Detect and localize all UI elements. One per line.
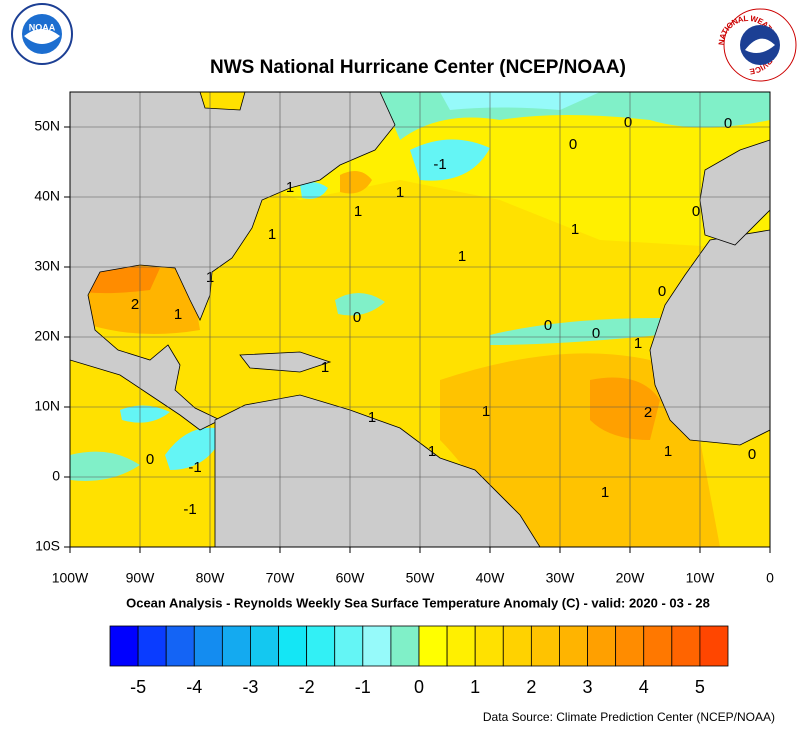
colorbar-label: 3 (583, 677, 593, 697)
y-tick-label: 10N (34, 398, 60, 414)
colorbar-label: -2 (299, 677, 315, 697)
colorbar-box (530, 625, 560, 667)
y-tick-label: 0 (52, 468, 60, 484)
x-tick-label: 10W (686, 570, 716, 586)
colorbar-label: 4 (639, 677, 649, 697)
colorbar-label: -4 (186, 677, 202, 697)
colorbar-box (699, 625, 729, 667)
map-frame (69, 91, 771, 548)
contour-label: 1 (458, 248, 466, 265)
colorbar-box (671, 625, 701, 667)
land (70, 92, 770, 547)
contour-label: 1 (601, 484, 609, 501)
contour-label: 0 (592, 325, 600, 342)
contour-label: 1 (396, 184, 404, 201)
contour-label: 1 (482, 403, 490, 420)
colorbar-box (221, 625, 251, 667)
contour-label: 1 (571, 221, 579, 238)
colorbar-box (446, 625, 476, 667)
colorbar-label: 5 (695, 677, 705, 697)
y-tick-label: 50N (34, 118, 60, 134)
colorbar-label: 2 (526, 677, 536, 697)
contour-label: 1 (368, 409, 376, 426)
title: NWS National Hurricane Center (NCEP/NOAA… (210, 57, 626, 78)
x-tick-label: 80W (196, 570, 226, 586)
colorbar-label: -1 (355, 677, 371, 697)
contour-label: -1 (183, 501, 196, 518)
colorbar-box (502, 625, 532, 667)
colorbar-box (193, 625, 223, 667)
contour-label: 1 (634, 335, 642, 352)
y-tick-label: 40N (34, 188, 60, 204)
contour-label: 1 (428, 443, 436, 460)
colorbar-box (165, 625, 195, 667)
contour-label: 1 (321, 359, 329, 376)
x-tick-label: 90W (126, 570, 156, 586)
x-tick-label: 50W (406, 570, 436, 586)
contour-label: 0 (748, 446, 756, 463)
contour-label: 0 (658, 283, 666, 300)
contour-label: 0 (353, 309, 361, 326)
contour-label: 0 (146, 451, 154, 468)
colorbar-box (250, 625, 279, 667)
source: Data Source: Climate Prediction Center (… (483, 710, 775, 724)
x-tick-label: 20W (616, 570, 646, 586)
contour-label: 1 (268, 226, 276, 243)
colorbar-box (615, 625, 645, 667)
contour-label: 0 (724, 115, 732, 132)
contour-label: -1 (188, 459, 201, 476)
subtitle: Ocean Analysis - Reynolds Weekly Sea Sur… (126, 595, 710, 610)
contour-label: 1 (286, 179, 294, 196)
contour-label: 0 (544, 317, 552, 334)
x-tick-label: 70W (266, 570, 296, 586)
contour-label: 2 (644, 404, 652, 421)
contour-label: -1 (433, 156, 446, 173)
contour-label: 0 (569, 136, 577, 153)
contour-label: 0 (624, 114, 632, 131)
noaa-logo: NOAA (11, 3, 73, 65)
colorbar-label: 0 (414, 677, 424, 697)
colorbar: -5 -4 -3 -2 -1 0 1 2 3 4 5 (109, 625, 729, 697)
colorbar-box (137, 625, 167, 667)
contour-label: 0 (692, 203, 700, 220)
nws-logo: NATIONAL WEATHER SERVICE (717, 8, 797, 82)
colorbar-label: -5 (130, 677, 146, 697)
colorbar-box (587, 625, 617, 667)
colorbar-label: -3 (242, 677, 258, 697)
colorbar-box (643, 625, 673, 667)
contour-label: 2 (131, 296, 139, 313)
contour-label: 1 (174, 306, 182, 323)
colorbar-box (474, 625, 504, 667)
x-tick-label: 0 (766, 570, 774, 586)
y-tick-label: 20N (34, 328, 60, 344)
colorbar-box (559, 625, 588, 667)
contour-label: 1 (354, 203, 362, 220)
colorbar-box (306, 625, 336, 667)
y-tick-label: 10S (35, 538, 60, 554)
y-tick-label: 30N (34, 258, 60, 274)
colorbar-box (418, 625, 448, 667)
colorbar-label: 1 (470, 677, 480, 697)
colorbar-box (390, 625, 420, 667)
colorbar-box (278, 625, 308, 667)
x-tick-label: 30W (546, 570, 576, 586)
x-tick-label: 40W (476, 570, 506, 586)
colorbar-box (109, 625, 139, 667)
colorbar-box (334, 625, 364, 667)
colorbar-box (362, 625, 392, 667)
x-tick-label: 100W (52, 570, 89, 586)
contour-label: 1 (664, 443, 672, 460)
x-tick-label: 60W (336, 570, 366, 586)
logo-text: NOAA (29, 22, 56, 32)
